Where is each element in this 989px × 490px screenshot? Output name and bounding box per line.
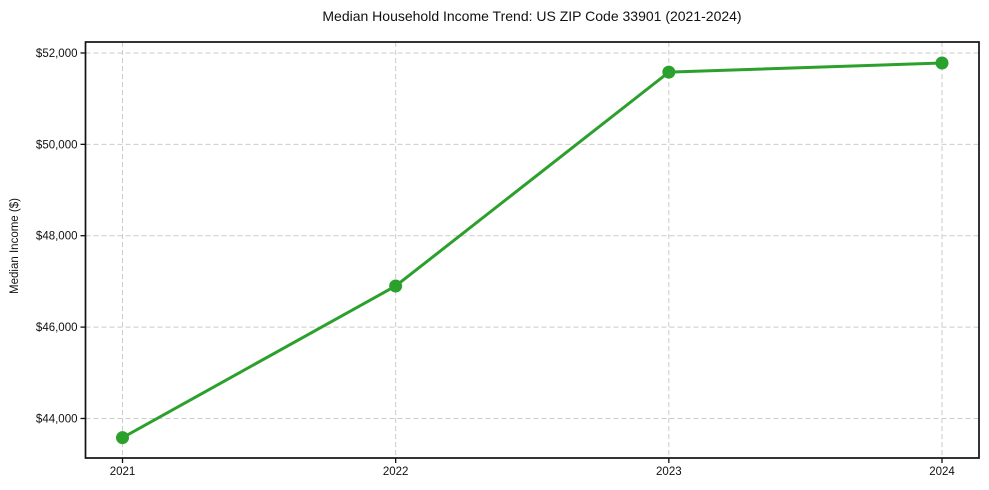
x-tick-label: 2021	[110, 466, 136, 478]
data-point	[389, 279, 403, 293]
plot-border	[84, 41, 980, 459]
chart-title: Median Household Income Trend: US ZIP Co…	[322, 8, 742, 24]
y-tick-label: $48,000	[36, 231, 78, 243]
y-tick-label: $50,000	[36, 139, 78, 151]
x-tick-label: 2023	[656, 466, 682, 478]
x-tick-label: 2024	[929, 466, 955, 478]
y-tick-label: $44,000	[36, 413, 78, 425]
y-tick-label: $52,000	[36, 48, 78, 60]
data-point	[935, 56, 949, 70]
y-tick-label: $46,000	[36, 322, 78, 334]
x-tick-label: 2022	[383, 466, 409, 478]
trend-line	[121, 61, 944, 440]
data-point	[116, 431, 129, 445]
data-point	[662, 65, 676, 79]
